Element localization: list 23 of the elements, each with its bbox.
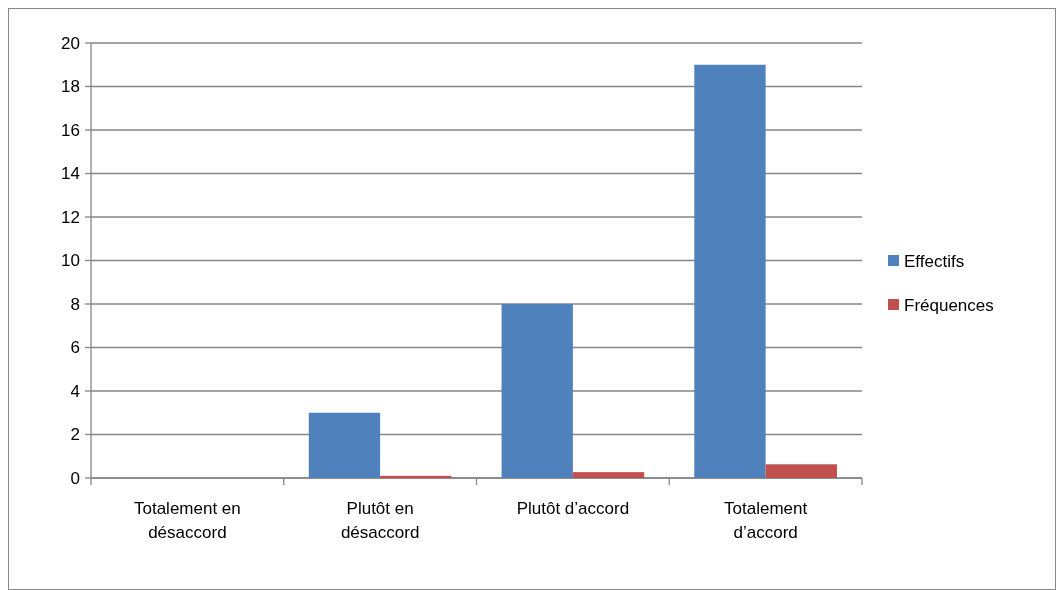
bar xyxy=(501,304,573,478)
y-tick-label: 18 xyxy=(61,77,80,97)
y-tick-label: 16 xyxy=(61,120,80,140)
y-tick-label: 4 xyxy=(70,381,80,401)
bar xyxy=(380,475,452,478)
y-tick-label: 10 xyxy=(61,251,80,271)
bar xyxy=(308,412,381,478)
y-tick-label: 8 xyxy=(70,294,80,314)
legend-label: Effectifs xyxy=(904,251,965,271)
y-tick-label: 12 xyxy=(61,207,80,227)
bar xyxy=(765,464,837,478)
legend-label: Fréquences xyxy=(904,295,994,315)
y-tick-label: 14 xyxy=(61,164,80,184)
x-tick-label: Totalement d’accord xyxy=(724,499,808,542)
bar xyxy=(572,472,645,478)
x-tick-label: Plutôt d’accord xyxy=(516,499,630,518)
bar xyxy=(694,64,766,478)
x-tick-label: Plutôt en désaccord xyxy=(340,499,420,542)
x-tick-label: Totalement en désaccord xyxy=(133,499,241,542)
y-tick-label: 6 xyxy=(70,338,80,358)
y-tick-label: 2 xyxy=(70,425,80,445)
y-tick-label: 0 xyxy=(70,468,80,488)
y-tick-label: 20 xyxy=(61,33,80,53)
